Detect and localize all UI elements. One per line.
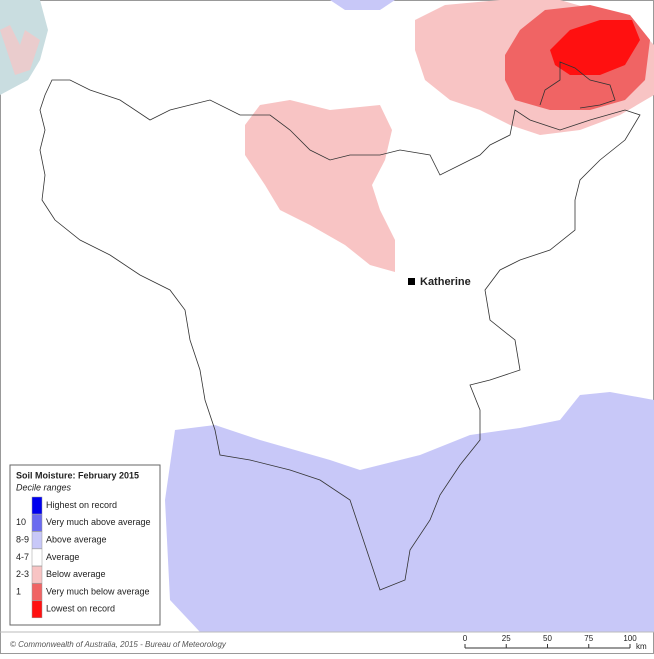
- scale-label: 0: [463, 634, 468, 643]
- legend-swatch: [31, 514, 43, 532]
- legend: Soil Moisture: February 2015 Decile rang…: [9, 464, 161, 626]
- legend-code: 10: [16, 517, 26, 527]
- legend-swatch: [31, 600, 43, 619]
- legend-code: 2-3: [16, 569, 29, 579]
- scale-label: 75: [584, 634, 593, 643]
- legend-label: Very much below average: [46, 586, 150, 596]
- town-marker: [408, 278, 415, 285]
- legend-code: 8-9: [16, 534, 29, 544]
- legend-label: Average: [46, 552, 79, 562]
- legend-title: Soil Moisture: February 2015: [16, 470, 139, 480]
- legend-swatch: [31, 565, 43, 584]
- legend-subtitle: Decile ranges: [16, 482, 72, 492]
- legend-label: Below average: [46, 569, 106, 579]
- catchment-boundary: [39, 61, 641, 591]
- scale-label: 25: [502, 634, 511, 643]
- above-average-area: [165, 392, 654, 632]
- legend-swatch: [31, 548, 43, 567]
- below-average-area: [245, 100, 395, 272]
- lowest-area: [550, 20, 640, 75]
- town-label: Katherine: [420, 276, 471, 288]
- below-average-area: [0, 25, 40, 75]
- legend-code: 1: [16, 586, 21, 596]
- legend-code: 4-7: [16, 552, 29, 562]
- copyright: © Commonwealth of Australia, 2015 - Bure…: [10, 640, 227, 649]
- above-average-area: [330, 0, 395, 10]
- legend-swatch: [31, 531, 43, 549]
- scale-label: 50: [543, 634, 552, 643]
- legend-label: Lowest on record: [46, 604, 115, 614]
- legend-swatch: [31, 583, 43, 601]
- scale-unit: km: [636, 642, 647, 651]
- legend-label: Highest on record: [46, 500, 117, 510]
- legend-label: Above average: [46, 534, 107, 544]
- legend-swatch: [31, 496, 43, 515]
- scale-label: 100: [623, 634, 637, 643]
- legend-label: Very much above average: [46, 517, 151, 527]
